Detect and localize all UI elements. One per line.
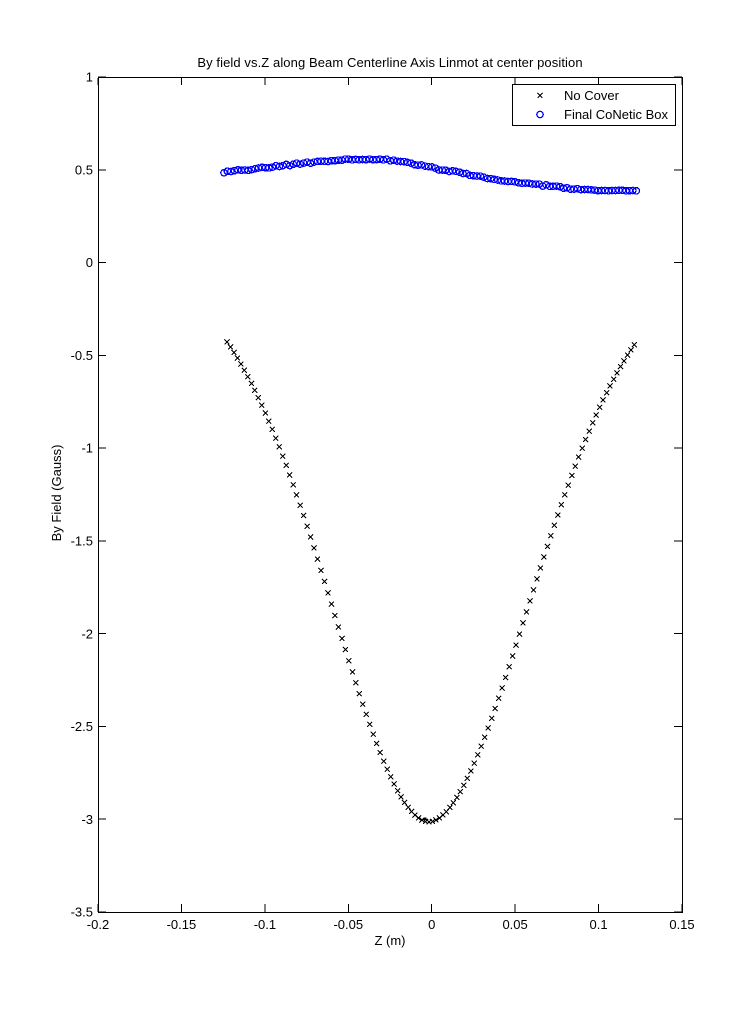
svg-text:Z (m): Z (m) (374, 933, 405, 948)
svg-text:No Cover: No Cover (564, 88, 620, 103)
svg-text:Final CoNetic Box: Final CoNetic Box (564, 107, 669, 122)
svg-text:0.5: 0.5 (75, 162, 93, 177)
svg-text:1: 1 (86, 70, 93, 85)
svg-text:-0.15: -0.15 (167, 917, 197, 932)
svg-text:-0.5: -0.5 (71, 348, 93, 363)
svg-text:-0.2: -0.2 (87, 917, 109, 932)
svg-text:By Field (Gauss): By Field (Gauss) (49, 445, 64, 542)
svg-text:-1: -1 (81, 441, 93, 456)
svg-text:-3: -3 (81, 812, 93, 827)
svg-text:-0.05: -0.05 (333, 917, 363, 932)
svg-text:0.05: 0.05 (502, 917, 527, 932)
svg-text:0: 0 (428, 917, 435, 932)
svg-text:0.15: 0.15 (669, 917, 694, 932)
svg-text:0.1: 0.1 (590, 917, 608, 932)
svg-text:0: 0 (86, 255, 93, 270)
svg-text:By field vs.Z along Beam Cente: By field vs.Z along Beam Centerline Axis… (197, 55, 582, 70)
svg-text:-2.5: -2.5 (71, 719, 93, 734)
svg-text:-2: -2 (81, 626, 93, 641)
svg-text:-0.1: -0.1 (254, 917, 276, 932)
svg-text:-1.5: -1.5 (71, 533, 93, 548)
svg-text:-3.5: -3.5 (71, 905, 93, 920)
